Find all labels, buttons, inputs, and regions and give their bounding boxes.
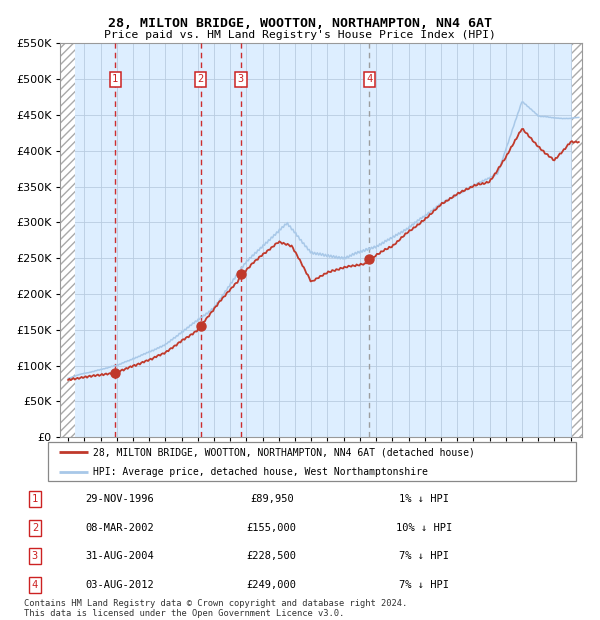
- Text: 2: 2: [32, 523, 38, 533]
- Text: 28, MILTON BRIDGE, WOOTTON, NORTHAMPTON, NN4 6AT (detached house): 28, MILTON BRIDGE, WOOTTON, NORTHAMPTON,…: [93, 448, 475, 458]
- Text: HPI: Average price, detached house, West Northamptonshire: HPI: Average price, detached house, West…: [93, 467, 428, 477]
- Text: £249,000: £249,000: [247, 580, 297, 590]
- Bar: [60, 43, 75, 437]
- Text: £89,950: £89,950: [250, 494, 293, 504]
- Text: 7% ↓ HPI: 7% ↓ HPI: [399, 551, 449, 561]
- Text: 31-AUG-2004: 31-AUG-2004: [85, 551, 154, 561]
- Bar: [572, 43, 582, 437]
- Text: 1: 1: [32, 494, 38, 504]
- Text: Price paid vs. HM Land Registry's House Price Index (HPI): Price paid vs. HM Land Registry's House …: [104, 30, 496, 40]
- Text: 4: 4: [367, 74, 373, 84]
- Text: £155,000: £155,000: [247, 523, 297, 533]
- Text: 28, MILTON BRIDGE, WOOTTON, NORTHAMPTON, NN4 6AT: 28, MILTON BRIDGE, WOOTTON, NORTHAMPTON,…: [108, 17, 492, 30]
- Text: 10% ↓ HPI: 10% ↓ HPI: [396, 523, 452, 533]
- Text: 2: 2: [197, 74, 204, 84]
- Text: 03-AUG-2012: 03-AUG-2012: [85, 580, 154, 590]
- Text: 29-NOV-1996: 29-NOV-1996: [85, 494, 154, 504]
- Text: 3: 3: [32, 551, 38, 561]
- Text: 1: 1: [112, 74, 118, 84]
- Text: 08-MAR-2002: 08-MAR-2002: [85, 523, 154, 533]
- Text: 3: 3: [238, 74, 244, 84]
- Text: 4: 4: [32, 580, 38, 590]
- Text: 1% ↓ HPI: 1% ↓ HPI: [399, 494, 449, 504]
- Text: 7% ↓ HPI: 7% ↓ HPI: [399, 580, 449, 590]
- Text: Contains HM Land Registry data © Crown copyright and database right 2024.
This d: Contains HM Land Registry data © Crown c…: [24, 599, 407, 618]
- Text: £228,500: £228,500: [247, 551, 297, 561]
